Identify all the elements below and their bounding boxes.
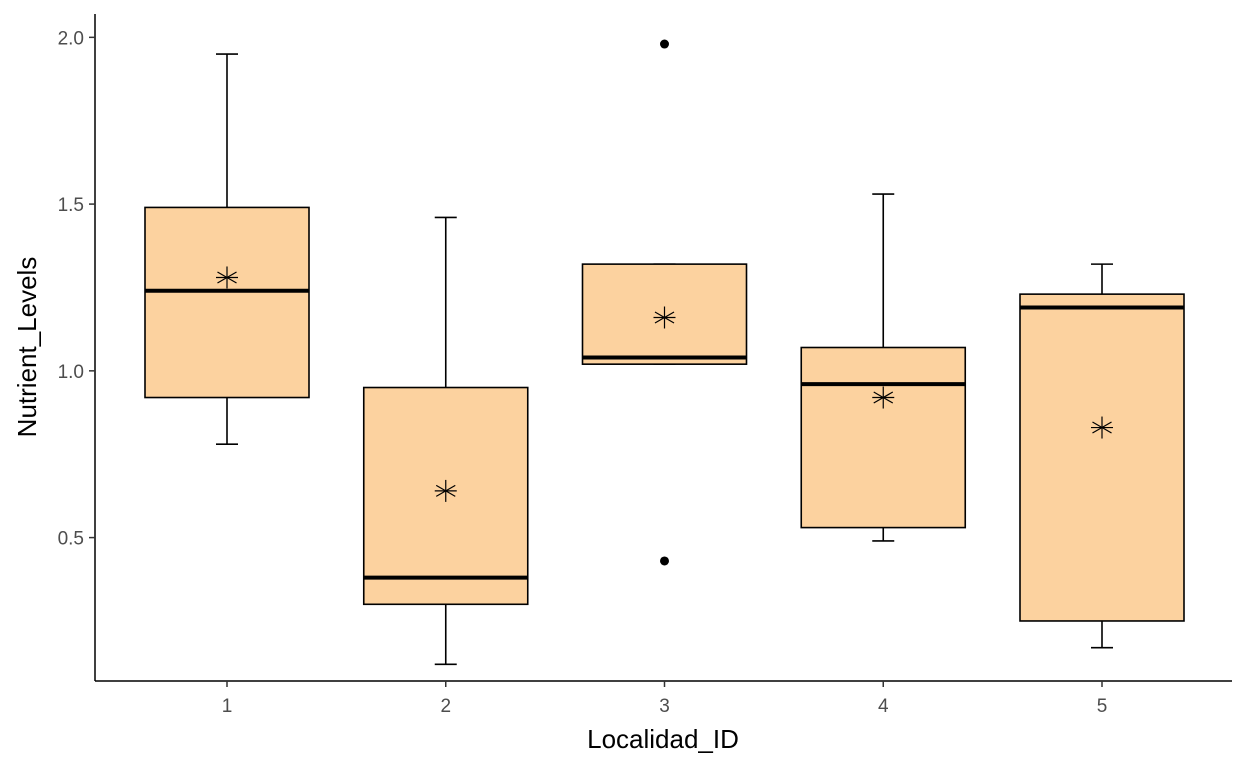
x-tick-label: 4	[878, 696, 889, 717]
x-tick-label: 1	[222, 696, 233, 717]
mean-marker	[1091, 416, 1113, 439]
box-group-5	[1019, 263, 1185, 649]
x-axis-ticks: 1 2 3 4 5	[222, 681, 1108, 717]
y-axis-ticks: 0.5 1.0 1.5 2.0	[58, 28, 95, 550]
y-tick-label: 0.5	[58, 529, 84, 550]
mean-marker	[434, 479, 457, 502]
mean-marker	[216, 266, 238, 289]
box	[1019, 293, 1185, 622]
box-group-3	[581, 39, 748, 566]
box-group-4	[800, 193, 967, 542]
box	[144, 206, 310, 399]
y-tick-label: 2.0	[58, 28, 84, 49]
x-tick-label: 2	[440, 696, 451, 717]
mean-marker	[872, 386, 895, 409]
box	[800, 346, 967, 529]
outlier-point	[660, 556, 669, 566]
y-tick-label: 1.5	[58, 195, 84, 216]
outlier-point	[660, 39, 669, 49]
y-axis-title: Nutrient_Levels	[12, 257, 42, 438]
mean-marker	[653, 306, 676, 329]
x-tick-label: 5	[1097, 696, 1108, 717]
box-group-2	[362, 216, 529, 666]
box-group-1	[144, 53, 310, 446]
y-tick-label: 1.0	[58, 362, 84, 383]
plot-area	[144, 39, 1185, 666]
x-axis-title: Localidad_ID	[587, 724, 739, 754]
x-tick-label: 3	[659, 696, 670, 717]
